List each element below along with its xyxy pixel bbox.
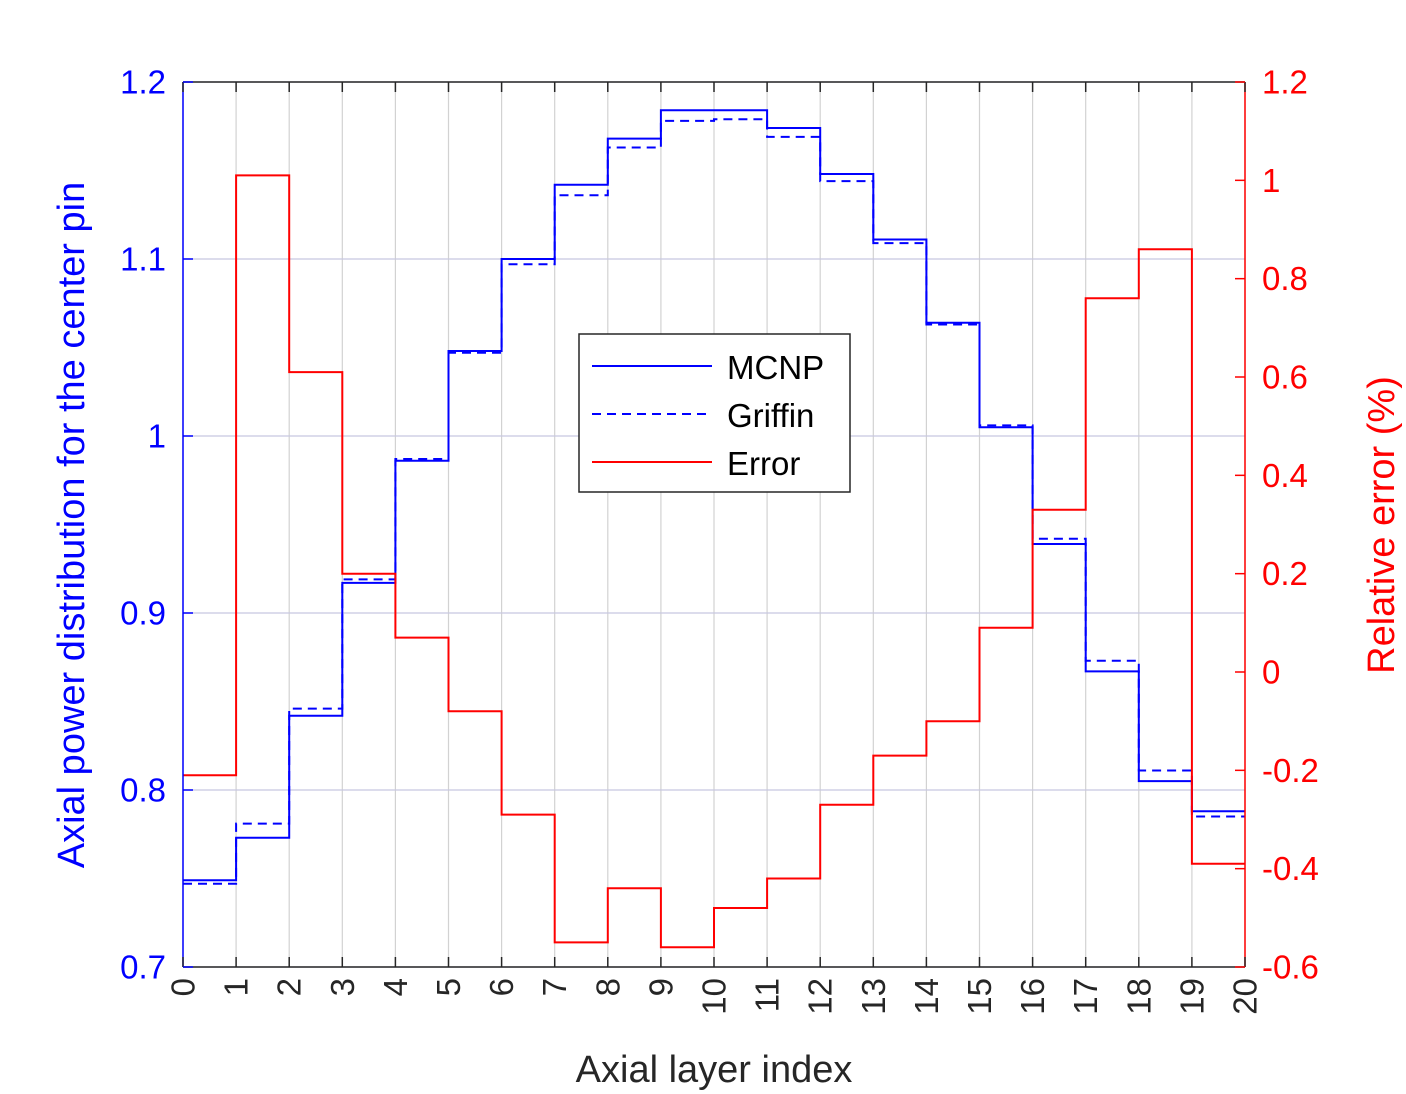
y-right-tick-label-1: 1 — [1262, 162, 1280, 199]
x-tick-label-10: 10 — [696, 978, 733, 1015]
y-left-tick-label-1.2: 1.2 — [120, 64, 166, 101]
legend-label-griffin: Griffin — [727, 397, 814, 434]
x-tick-label-1: 1 — [218, 978, 255, 996]
legend-label-mcnp: MCNP — [727, 349, 824, 386]
tick-labels: 0 1 2 3 4 5 6 7 8 9 10 11 12 13 14 15 16 17 18 19 200.70.80.… — [120, 64, 1319, 1015]
x-tick-label-8: 8 — [589, 978, 626, 996]
x-tick-label-5: 5 — [430, 978, 467, 996]
x-tick-label-0: 0 — [165, 978, 202, 996]
x-tick-label-15: 15 — [961, 978, 998, 1015]
y-right-tick-label--0.4: -0.4 — [1262, 850, 1319, 887]
y-right-tick-label-0.4: 0.4 — [1262, 457, 1308, 494]
x-tick-label-12: 12 — [802, 978, 839, 1015]
axes — [182, 81, 1246, 968]
plot-series — [183, 109, 1245, 949]
x-tick-label-2: 2 — [271, 978, 308, 996]
y-left-tick-label-0.8: 0.8 — [120, 772, 166, 809]
y-right-tick-label--0.6: -0.6 — [1262, 949, 1319, 986]
y-axis-label-left: Axial power distribution for the center … — [51, 182, 93, 868]
legend: MCNP Griffin Error — [578, 333, 851, 493]
x-tick-label-17: 17 — [1067, 978, 1104, 1015]
y-left-tick-label-1.1: 1.1 — [120, 241, 166, 278]
x-tick-label-20: 20 — [1227, 978, 1264, 1015]
x-axis-label: Axial layer index — [576, 1049, 853, 1091]
series-line-mcnp — [183, 109, 1245, 882]
x-tick-label-6: 6 — [483, 978, 520, 996]
legend-label-error: Error — [727, 445, 800, 482]
x-tick-label-11: 11 — [749, 978, 786, 1012]
y-left-tick-label-0.7: 0.7 — [120, 949, 166, 986]
x-tick-label-16: 16 — [1014, 978, 1051, 1015]
x-tick-label-13: 13 — [855, 978, 892, 1015]
x-tick-label-3: 3 — [324, 978, 361, 996]
x-tick-label-14: 14 — [908, 978, 945, 1015]
x-tick-label-4: 4 — [377, 978, 414, 996]
y-right-tick-label-0.8: 0.8 — [1262, 260, 1308, 297]
series-line-griffin — [183, 118, 1245, 885]
series-line-error — [183, 174, 1245, 949]
y-right-tick-label--0.2: -0.2 — [1262, 752, 1319, 789]
y-left-tick-label-1: 1 — [148, 418, 166, 455]
y-right-tick-label-1.2: 1.2 — [1262, 64, 1308, 101]
y-right-tick-label-0.2: 0.2 — [1262, 555, 1308, 592]
y-right-tick-label-0: 0 — [1262, 654, 1280, 691]
x-tick-label-19: 19 — [1173, 978, 1210, 1015]
x-tick-label-9: 9 — [642, 978, 679, 996]
y-right-tick-label-0.6: 0.6 — [1262, 359, 1308, 396]
x-tick-label-7: 7 — [536, 978, 573, 996]
y-axis-label-right: Relative error (%) — [1361, 376, 1403, 674]
x-tick-label-18: 18 — [1120, 978, 1157, 1015]
y-left-tick-label-0.9: 0.9 — [120, 595, 166, 632]
